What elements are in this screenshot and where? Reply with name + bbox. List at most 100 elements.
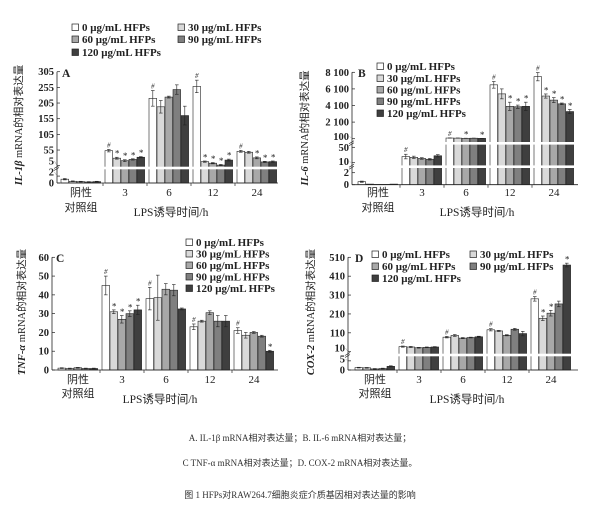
bar <box>136 156 145 184</box>
y-tick-label: 20 <box>39 328 50 339</box>
bar <box>169 289 178 371</box>
axis-break-mark <box>348 142 355 147</box>
bar <box>148 98 157 184</box>
significance-star: * <box>552 89 557 99</box>
y-axis-title: COX-2 mRNA的相对表达量 <box>304 248 317 375</box>
legend-label: 30 μg/mL HFPs <box>387 73 461 85</box>
x-tick-label: 12 <box>505 187 516 199</box>
bar <box>477 138 486 185</box>
x-axis-title: LPS诱导时间/h <box>123 393 198 406</box>
legend-label: 90 μg/mL HFPs <box>387 96 461 108</box>
bar <box>177 308 186 371</box>
y-tick-label: 310 <box>329 291 345 302</box>
significance-star: * <box>508 94 513 104</box>
legend-swatch <box>376 62 384 70</box>
significance-hash: # <box>148 279 152 287</box>
x-tick-label: 阴性 <box>367 185 389 199</box>
y-axis-title-rest: mRNA的相对表达量 <box>298 70 311 166</box>
legend-label: 0 μg/mL HFPs <box>196 237 265 249</box>
significance-star: * <box>255 148 260 158</box>
bar <box>530 298 539 371</box>
bar <box>197 320 206 371</box>
y-tick-label: 2 <box>49 168 54 179</box>
axis-break-band <box>344 353 578 357</box>
y-axis-title-rest: mRNA的相对表达量 <box>304 248 317 344</box>
x-tick-label: 对照组 <box>359 386 392 400</box>
significance-star: * <box>128 302 133 312</box>
legend-swatch <box>469 250 477 258</box>
bar <box>109 311 118 371</box>
x-tick-label: 3 <box>419 187 425 199</box>
y-tick-label: 510 <box>329 253 345 264</box>
bar <box>156 106 165 184</box>
axis-break-mark <box>53 167 60 171</box>
y-tick-label: 8 100 <box>325 68 349 79</box>
axis-break-band <box>348 142 578 145</box>
significance-hash: # <box>236 320 240 328</box>
bar <box>433 155 442 186</box>
significance-star: * <box>541 308 546 318</box>
axis-break-mark <box>348 163 355 168</box>
bar <box>125 313 134 371</box>
legend-label: 30 μg/mL HFPs <box>480 249 554 261</box>
legend-swatch <box>469 262 477 270</box>
bar <box>252 157 261 184</box>
y-tick-label: 2 <box>344 168 349 179</box>
axis-break-mark <box>348 165 355 170</box>
significance-star: * <box>560 95 565 105</box>
bar <box>164 96 173 184</box>
bar <box>521 106 530 186</box>
y-axis-title-rest: mRNA的相对表达量 <box>12 64 25 160</box>
bar <box>128 159 137 184</box>
significance-star: * <box>211 154 216 164</box>
caption-line-2: C TNF-α mRNA相对表达量；D. COX-2 mRNA相对表达量。 <box>182 458 418 468</box>
y-tick-label: 5 <box>340 355 345 366</box>
significance-star: * <box>568 101 573 111</box>
legend-swatch <box>71 48 79 56</box>
x-axis-title: LPS诱导时间/h <box>134 206 209 219</box>
y-tick-label: 60 <box>39 253 50 264</box>
x-tick-label: 3 <box>416 374 422 386</box>
y-tick-label: 30 <box>39 309 50 320</box>
bar <box>233 330 242 371</box>
bar <box>494 330 503 371</box>
y-tick-label: 110 <box>330 328 345 339</box>
x-tick-label: 3 <box>122 187 128 199</box>
bar <box>445 137 454 185</box>
x-tick-label: 6 <box>163 374 169 386</box>
legend-swatch <box>185 284 193 292</box>
x-tick-label: 6 <box>460 374 466 386</box>
significance-star: * <box>123 151 128 161</box>
significance-star: * <box>115 149 120 159</box>
y-axis-title-gene: IL-6 <box>300 166 311 187</box>
legend-label: 120 μg/mL HFPs <box>382 273 462 285</box>
legend-label: 0 μg/mL HFPs <box>82 22 151 34</box>
bar <box>265 350 274 371</box>
significance-star: * <box>268 342 273 352</box>
bar <box>565 111 574 185</box>
bar <box>208 162 217 184</box>
significance-star: * <box>131 150 136 160</box>
y-tick-label: 255 <box>38 83 54 94</box>
legend-label: 30 μg/mL HFPs <box>188 22 262 34</box>
axis-break-mark <box>344 352 351 356</box>
y-tick-leader <box>54 171 58 177</box>
x-tick-label: 阴性 <box>364 372 386 386</box>
significance-star: * <box>464 130 469 140</box>
legend-label: 60 μg/mL HFPs <box>82 34 156 46</box>
significance-hash: # <box>107 141 111 149</box>
y-tick-leader <box>345 358 349 362</box>
legend-swatch <box>185 238 193 246</box>
x-tick-label: 12 <box>205 374 216 386</box>
bar <box>205 312 214 371</box>
bar <box>469 137 478 185</box>
bar <box>180 115 189 184</box>
significance-hash: # <box>492 74 496 82</box>
x-tick-label: 24 <box>249 374 261 386</box>
legend-swatch <box>371 250 379 258</box>
y-tick-label: 10 <box>39 347 50 358</box>
y-tick-label: 305 <box>38 67 54 78</box>
